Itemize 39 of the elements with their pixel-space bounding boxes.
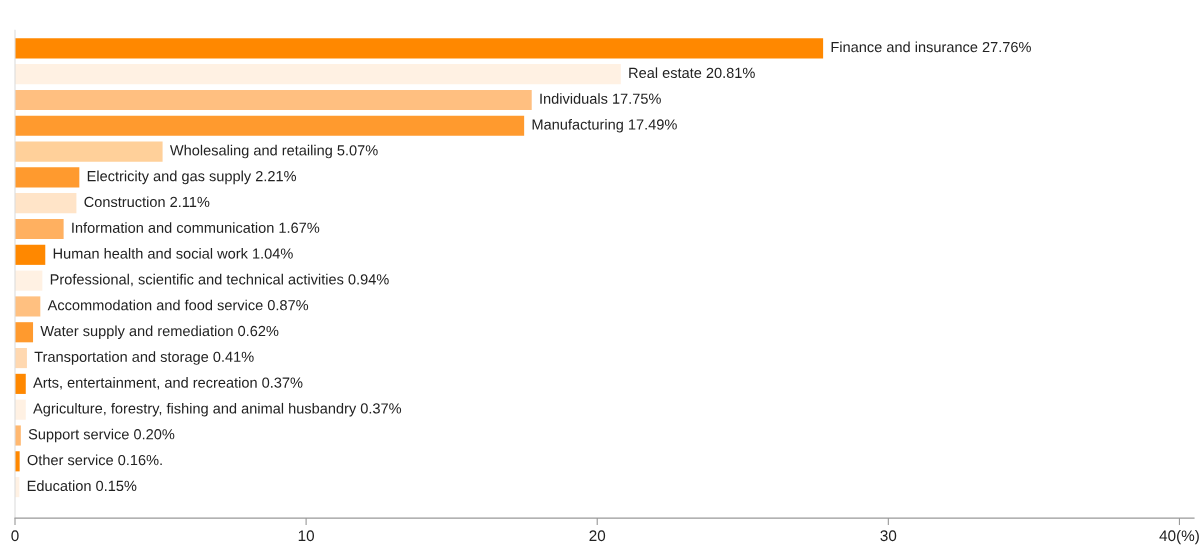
category-label: Information and communication 1.67%: [72, 222, 320, 233]
category-label: Wholesaling and retailing 5.07%: [169, 144, 378, 159]
category-label: Professional, scientific and technical activities 0.94%: [50, 273, 389, 287]
bar: [15, 296, 41, 317]
category-label: Support service 0.20%: [28, 428, 175, 443]
x-tick-label: 10: [298, 530, 315, 542]
bar: [15, 270, 43, 291]
category-label: Transportation and storage 0.41%: [34, 351, 254, 365]
category-label: Arts, entertainment, and recreation 0.37%: [33, 377, 303, 390]
bar: [15, 322, 34, 343]
category-label: Manufacturing 17.49%: [532, 118, 677, 133]
category-label: Agriculture, forestry, fishing and animal husbandry 0.37%: [33, 402, 402, 417]
category-label: Finance and insurance 27.76%: [831, 41, 1031, 53]
bar: [15, 425, 21, 446]
bar: [15, 193, 77, 214]
x-tick-label: 30: [880, 530, 897, 542]
category-label: Electricity and gas supply 2.21%: [87, 170, 297, 185]
category-label: Education 0.15%: [27, 480, 137, 492]
bar: [15, 218, 64, 240]
bar: [15, 89, 532, 111]
x-tick-label: 40(%): [1159, 529, 1199, 545]
bar: [15, 244, 46, 265]
bar: [15, 64, 621, 85]
category-label: Construction 2.11%: [84, 196, 210, 208]
bar: [15, 373, 26, 394]
category-label: Real estate 20.81%: [629, 67, 755, 79]
bar: [15, 167, 80, 188]
category-label: Other service 0.16%.: [27, 454, 162, 466]
category-label: Accommodation and food service 0.87%: [47, 299, 309, 311]
category-label: Human health and social work 1.04%: [53, 248, 293, 259]
bar: [15, 38, 824, 59]
bar: [15, 348, 27, 369]
x-tick-label: 20: [589, 530, 606, 542]
bar: [15, 399, 26, 420]
bar: [15, 115, 525, 136]
category-label: Individuals 17.75%: [540, 93, 661, 104]
category-label: Water supply and remediation 0.62%: [40, 325, 279, 340]
bar: [15, 141, 163, 162]
x-tick-label: 0: [11, 530, 19, 542]
